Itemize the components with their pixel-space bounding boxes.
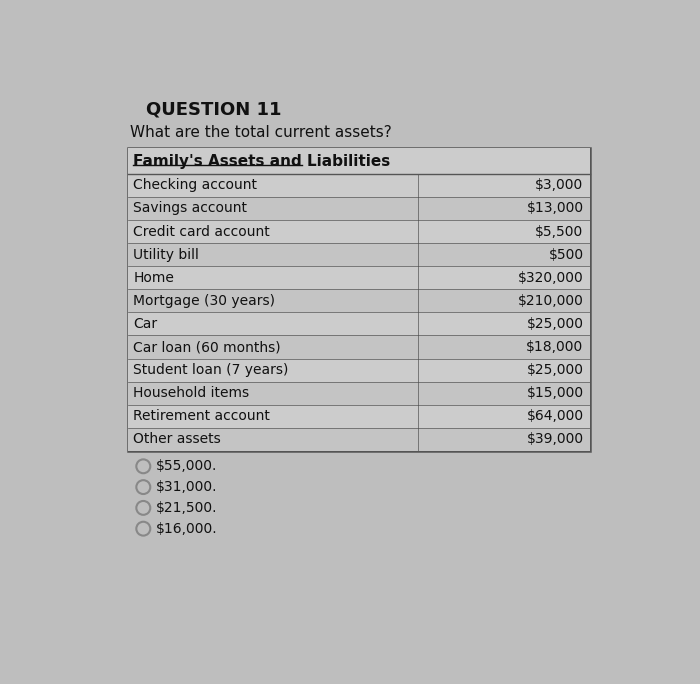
Text: $31,000.: $31,000. xyxy=(155,480,217,494)
Text: $39,000: $39,000 xyxy=(526,432,584,447)
Text: $320,000: $320,000 xyxy=(518,271,584,285)
Text: Car loan (60 months): Car loan (60 months) xyxy=(133,340,281,354)
Text: $500: $500 xyxy=(548,248,584,262)
Bar xyxy=(128,220,589,243)
Bar xyxy=(128,358,589,382)
Text: Credit card account: Credit card account xyxy=(133,224,270,239)
Bar xyxy=(128,148,589,451)
Bar xyxy=(128,266,589,289)
Text: $210,000: $210,000 xyxy=(517,294,584,308)
Bar xyxy=(128,313,589,335)
Text: $18,000: $18,000 xyxy=(526,340,584,354)
Bar xyxy=(128,148,589,174)
Text: Mortgage (30 years): Mortgage (30 years) xyxy=(133,294,275,308)
Bar xyxy=(128,335,589,358)
Bar xyxy=(128,382,589,405)
Bar xyxy=(128,405,589,428)
Text: $13,000: $13,000 xyxy=(526,201,584,215)
Text: QUESTION 11: QUESTION 11 xyxy=(146,101,281,118)
Text: Car: Car xyxy=(133,317,158,331)
Bar xyxy=(128,243,589,266)
Bar xyxy=(128,197,589,220)
Text: Home: Home xyxy=(133,271,174,285)
Text: Checking account: Checking account xyxy=(133,179,257,192)
Bar xyxy=(128,428,589,451)
Text: Other assets: Other assets xyxy=(133,432,221,447)
Bar xyxy=(128,174,589,197)
Text: $64,000: $64,000 xyxy=(526,409,584,423)
Text: Utility bill: Utility bill xyxy=(133,248,199,262)
Text: $3,000: $3,000 xyxy=(536,179,584,192)
Text: $5,500: $5,500 xyxy=(536,224,584,239)
Text: Student loan (7 years): Student loan (7 years) xyxy=(133,363,288,377)
Text: What are the total current assets?: What are the total current assets? xyxy=(130,125,392,140)
Text: $21,500.: $21,500. xyxy=(155,501,217,515)
Text: Household items: Household items xyxy=(133,386,249,400)
Bar xyxy=(128,289,589,313)
Text: $16,000.: $16,000. xyxy=(155,522,217,536)
Text: $55,000.: $55,000. xyxy=(155,460,217,473)
Text: Savings account: Savings account xyxy=(133,201,247,215)
Text: Family's Assets and Liabilities: Family's Assets and Liabilities xyxy=(133,154,391,169)
Text: $25,000: $25,000 xyxy=(526,317,584,331)
Text: $25,000: $25,000 xyxy=(526,363,584,377)
Text: Retirement account: Retirement account xyxy=(133,409,270,423)
Text: $15,000: $15,000 xyxy=(526,386,584,400)
